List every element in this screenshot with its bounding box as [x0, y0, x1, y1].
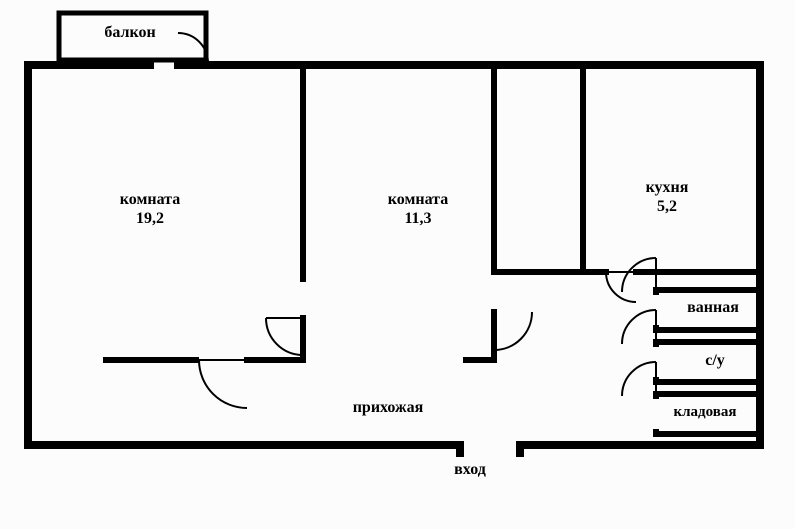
bath-name: ванная: [687, 299, 739, 316]
room1-area: 19,2: [136, 210, 164, 227]
kitchen-name: кухня: [646, 179, 689, 196]
label-balcony: балкон: [70, 23, 190, 42]
toilet-name: с/у: [705, 352, 725, 369]
balcony-name: балкон: [104, 24, 155, 41]
storage-name: кладовая: [674, 404, 737, 420]
floorplan-svg: [0, 0, 795, 529]
label-hallway: прихожая: [308, 398, 468, 417]
kitchen-area: 5,2: [657, 198, 677, 215]
hallway-name: прихожая: [353, 399, 424, 416]
room2-area: 11,3: [404, 210, 431, 227]
label-storage: кладовая: [655, 403, 755, 421]
label-bath: ванная: [670, 298, 756, 317]
label-room1: комната 19,2: [80, 190, 220, 228]
entrance-name: вход: [454, 461, 486, 478]
room2-name: комната: [388, 191, 448, 208]
floorplan-canvas: балкон комната 19,2 комната 11,3 кухня 5…: [0, 0, 795, 529]
label-entrance: вход: [430, 460, 510, 479]
room1-name: комната: [120, 191, 180, 208]
label-room2: комната 11,3: [348, 190, 488, 228]
label-toilet: с/у: [680, 351, 750, 370]
label-kitchen: кухня 5,2: [602, 178, 732, 216]
